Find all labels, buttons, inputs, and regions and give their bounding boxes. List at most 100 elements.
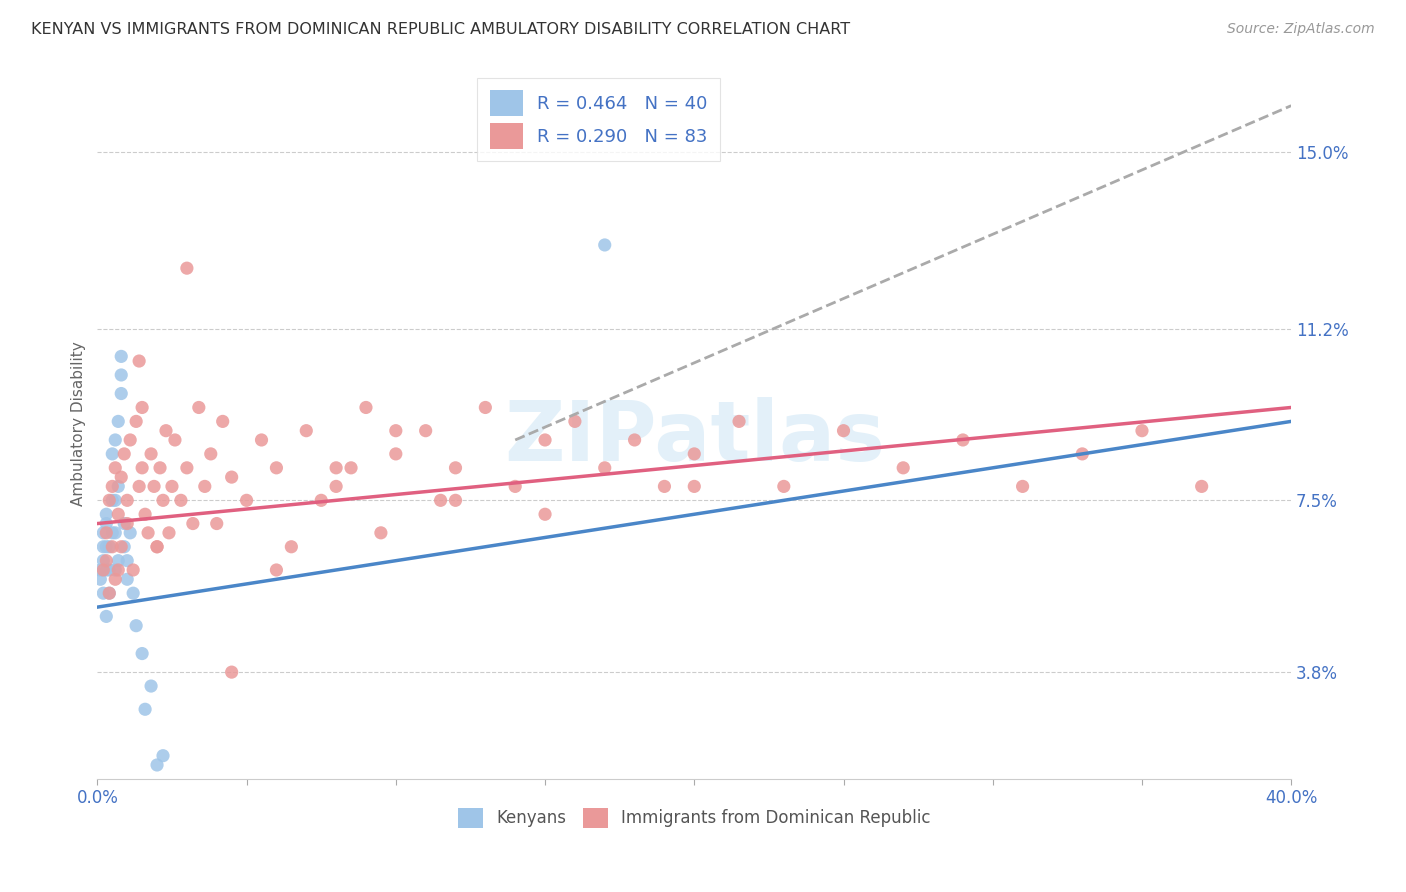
Point [155, 424, 177, 438]
Point [131, 401, 153, 415]
Point [325, 460, 347, 475]
Point [89, 572, 111, 586]
Point [176, 460, 198, 475]
Point [110, 386, 132, 401]
Point [176, 261, 198, 276]
Point [91, 563, 114, 577]
Point [503, 479, 526, 493]
Point [110, 350, 132, 364]
Text: Source: ZipAtlas.com: Source: ZipAtlas.com [1227, 22, 1375, 37]
Point [728, 414, 751, 428]
Point [101, 540, 124, 554]
Point [104, 525, 127, 540]
Point [139, 447, 162, 461]
Point [107, 414, 129, 428]
Point [128, 354, 150, 368]
Point [96, 508, 118, 522]
Point [91, 525, 114, 540]
Text: ZIPatlas: ZIPatlas [503, 398, 884, 478]
Point [96, 540, 118, 554]
Point [534, 433, 557, 447]
Point [143, 479, 166, 493]
Point [104, 460, 127, 475]
Point [309, 493, 332, 508]
Point [1130, 424, 1153, 438]
Point [146, 758, 169, 772]
Point [110, 540, 132, 554]
Point [325, 479, 347, 493]
Point [157, 525, 180, 540]
Point [1071, 447, 1094, 461]
Point [891, 460, 914, 475]
Point [295, 424, 318, 438]
Point [250, 433, 273, 447]
Point [593, 460, 616, 475]
Point [110, 368, 132, 382]
Point [89, 563, 111, 577]
Point [96, 554, 118, 568]
Point [91, 554, 114, 568]
Point [96, 609, 118, 624]
Point [98, 586, 121, 600]
Point [112, 540, 135, 554]
Point [187, 401, 209, 415]
Point [110, 470, 132, 484]
Point [200, 447, 222, 461]
Point [181, 516, 204, 531]
Point [104, 493, 127, 508]
Point [429, 493, 451, 508]
Point [131, 647, 153, 661]
Point [120, 433, 142, 447]
Point [354, 401, 377, 415]
Point [139, 679, 162, 693]
Point [120, 525, 142, 540]
Point [98, 586, 121, 600]
Point [266, 460, 288, 475]
Point [221, 470, 243, 484]
Point [112, 516, 135, 531]
Point [593, 238, 616, 252]
Point [146, 540, 169, 554]
Point [122, 563, 145, 577]
Point [122, 586, 145, 600]
Point [772, 479, 794, 493]
Point [415, 424, 437, 438]
Point [683, 447, 706, 461]
Point [115, 493, 138, 508]
Point [107, 563, 129, 577]
Point [211, 414, 233, 428]
Point [194, 479, 217, 493]
Point [98, 540, 121, 554]
Point [952, 433, 974, 447]
Point [131, 460, 153, 475]
Point [98, 493, 121, 508]
Point [385, 424, 408, 438]
Point [152, 748, 174, 763]
Point [623, 433, 645, 447]
Point [385, 447, 408, 461]
Point [1191, 479, 1213, 493]
Point [832, 424, 855, 438]
Point [136, 525, 159, 540]
Text: KENYAN VS IMMIGRANTS FROM DOMINICAN REPUBLIC AMBULATORY DISABILITY CORRELATION C: KENYAN VS IMMIGRANTS FROM DOMINICAN REPU… [31, 22, 851, 37]
Point [98, 563, 121, 577]
Point [91, 540, 114, 554]
Point [125, 618, 148, 632]
Legend: Kenyans, Immigrants from Dominican Republic: Kenyans, Immigrants from Dominican Repub… [451, 801, 938, 835]
Point [266, 563, 288, 577]
Point [683, 479, 706, 493]
Point [444, 460, 467, 475]
Point [104, 563, 127, 577]
Point [444, 493, 467, 508]
Point [160, 479, 183, 493]
Point [96, 563, 118, 577]
Point [163, 433, 186, 447]
Point [235, 493, 257, 508]
Point [370, 525, 392, 540]
Point [96, 525, 118, 540]
Point [115, 554, 138, 568]
Point [101, 447, 124, 461]
Point [128, 479, 150, 493]
Point [152, 493, 174, 508]
Point [107, 508, 129, 522]
